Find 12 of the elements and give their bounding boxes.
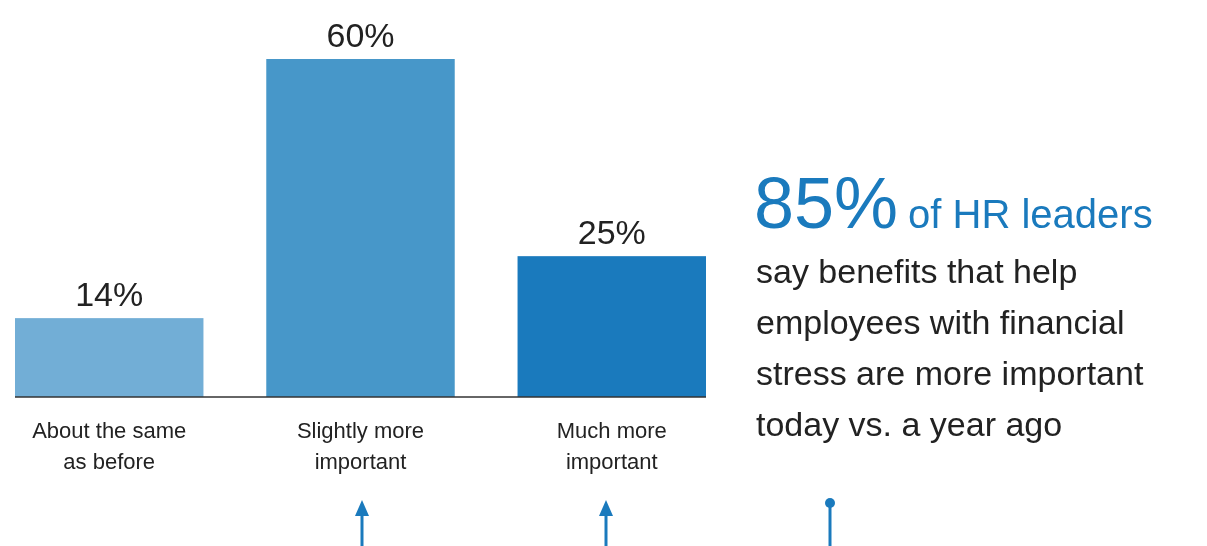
text: employees with financial <box>756 303 1125 341</box>
text: stress are more important <box>756 354 1144 392</box>
text: 85% <box>754 163 899 243</box>
text: of HR leaders <box>908 192 1153 236</box>
x-tick-label: About the same as before <box>32 418 187 474</box>
x-tick-label: Much more important <box>556 418 667 474</box>
x-tick-label: Slightly more important <box>296 418 425 474</box>
data-label: 60% <box>326 16 395 54</box>
text: today vs. a year ago <box>756 405 1063 443</box>
data-label: 25% <box>577 213 646 252</box>
text: say benefits that help <box>756 252 1078 290</box>
data-label: 14% <box>75 275 144 314</box>
